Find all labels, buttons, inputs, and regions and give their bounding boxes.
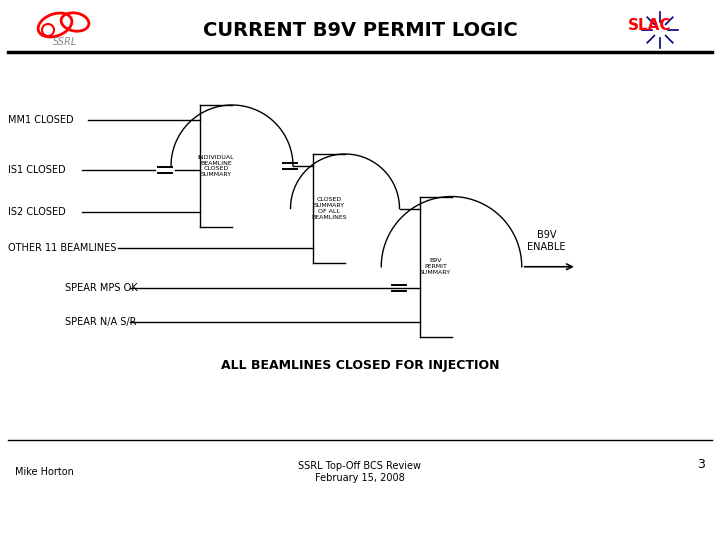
Text: SPEAR MPS OK: SPEAR MPS OK xyxy=(65,283,138,293)
Text: OTHER 11 BEAMLINES: OTHER 11 BEAMLINES xyxy=(8,243,117,253)
Text: SSRL: SSRL xyxy=(53,37,77,47)
Text: SSRL Top-Off BCS Review
February 15, 2008: SSRL Top-Off BCS Review February 15, 200… xyxy=(299,461,421,483)
Text: CURRENT B9V PERMIT LOGIC: CURRENT B9V PERMIT LOGIC xyxy=(202,21,518,39)
Text: Mike Horton: Mike Horton xyxy=(15,467,74,477)
Text: INDIVIDUAL
BEAMLINE
CLOSED
SUMMARY: INDIVIDUAL BEAMLINE CLOSED SUMMARY xyxy=(198,155,234,177)
Text: SLAC: SLAC xyxy=(629,17,672,32)
Text: SPEAR N/A S/R: SPEAR N/A S/R xyxy=(65,317,137,327)
Text: CLOSED
SUMMARY
OF ALL
BEAMLINES: CLOSED SUMMARY OF ALL BEAMLINES xyxy=(311,197,347,220)
Text: ALL BEAMLINES CLOSED FOR INJECTION: ALL BEAMLINES CLOSED FOR INJECTION xyxy=(221,359,499,372)
Text: B9V
ENABLE: B9V ENABLE xyxy=(528,230,566,252)
Text: 3: 3 xyxy=(697,458,705,471)
Text: MM1 CLOSED: MM1 CLOSED xyxy=(8,115,73,125)
Text: IS1 CLOSED: IS1 CLOSED xyxy=(8,165,66,175)
Text: B9V
PERMIT
SUMMARY: B9V PERMIT SUMMARY xyxy=(420,259,451,275)
Text: IS2 CLOSED: IS2 CLOSED xyxy=(8,207,66,217)
